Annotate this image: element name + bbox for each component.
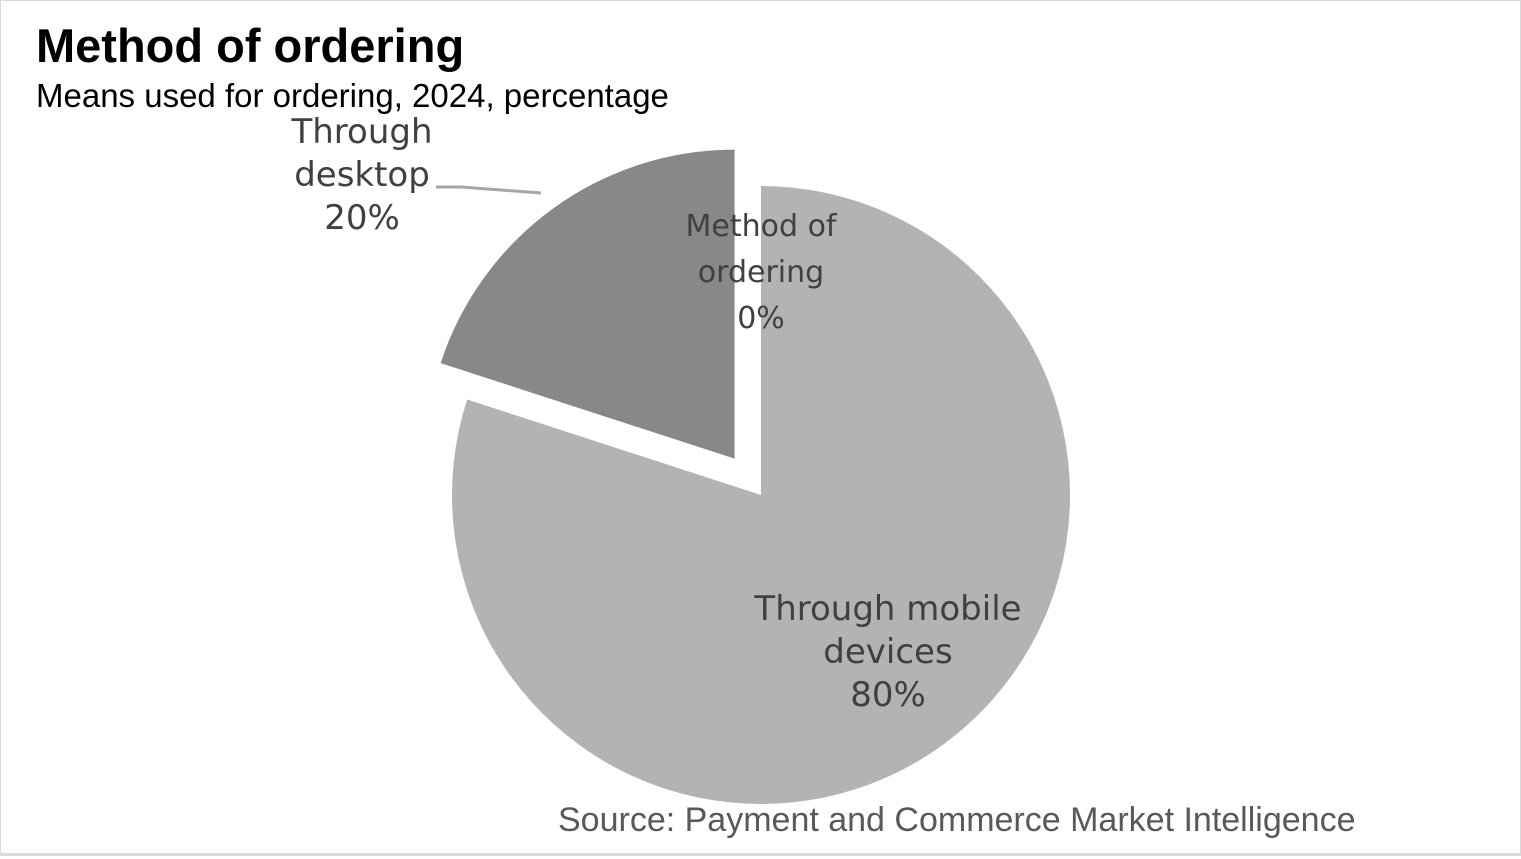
slice-label-1: Through mobile devices 80% [753, 589, 1021, 715]
pie-slices [440, 149, 1070, 804]
chart-title: Method of ordering [36, 19, 465, 72]
slice-label-2: Through desktop 20% [290, 112, 432, 238]
chart-subtitle: Means used for ordering, 2024, percentag… [36, 77, 669, 114]
pie-slice-1 [452, 186, 1070, 804]
slice-label-0: Method of ordering 0% [686, 209, 838, 336]
pie-slice-2 [440, 149, 735, 459]
pie-labels: Method of ordering 0% Through mobile devices… [290, 112, 1021, 715]
chart-source: Source: Payment and Commerce Market Inte… [558, 801, 1356, 839]
leader-line [436, 185, 542, 195]
